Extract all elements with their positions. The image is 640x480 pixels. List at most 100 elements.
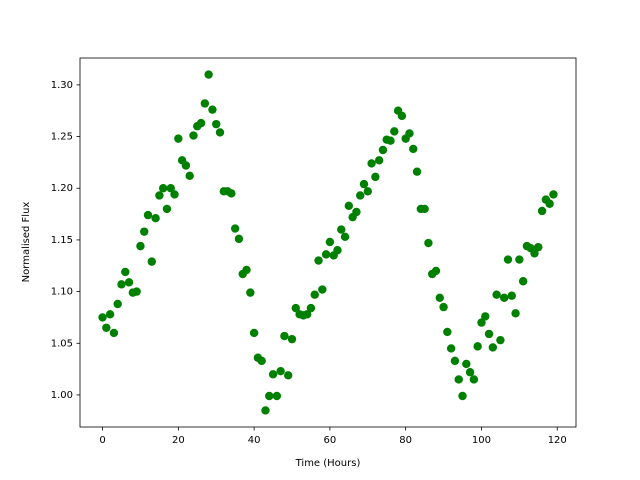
point [136, 241, 145, 251]
x-tick-label: 80 [399, 435, 412, 446]
point [333, 246, 342, 255]
point [261, 406, 270, 415]
point [200, 99, 210, 108]
point [518, 277, 528, 286]
point [105, 310, 115, 319]
point [397, 111, 407, 121]
point [117, 280, 126, 289]
point [390, 127, 399, 136]
point [185, 171, 194, 181]
x-tick-label: 20 [172, 435, 185, 446]
point [242, 265, 251, 275]
point [496, 335, 505, 345]
point [318, 285, 327, 294]
point [412, 167, 422, 176]
point [98, 313, 107, 322]
y-tick-label: 1.30 [51, 80, 73, 91]
point [431, 266, 441, 276]
point [344, 201, 354, 211]
point [276, 366, 285, 376]
point [371, 172, 380, 182]
x-tick-label: 100 [472, 435, 491, 446]
point [488, 343, 498, 352]
point [458, 391, 467, 401]
point [280, 331, 289, 341]
point [170, 190, 179, 199]
point [424, 238, 433, 248]
point [147, 257, 157, 266]
point [230, 224, 240, 233]
point [196, 118, 206, 128]
point [166, 184, 175, 193]
point [204, 70, 213, 79]
point [162, 204, 172, 214]
point [363, 187, 372, 196]
point [151, 214, 160, 223]
x-tick-label: 0 [99, 435, 105, 446]
point [325, 237, 335, 247]
point [405, 129, 414, 138]
point [481, 312, 490, 321]
point [132, 287, 141, 296]
x-tick-label: 40 [248, 435, 261, 446]
point [174, 134, 183, 143]
point [420, 204, 429, 214]
x-axis-label: Time (Hours) [295, 458, 361, 469]
point [227, 189, 236, 198]
point [143, 210, 153, 220]
point [257, 356, 266, 366]
point [473, 342, 482, 351]
point [249, 328, 259, 338]
point [140, 227, 149, 236]
point [121, 267, 130, 277]
point [549, 190, 558, 199]
point [511, 309, 520, 318]
point [265, 391, 274, 401]
y-tick-label: 1.10 [51, 287, 73, 298]
point [310, 290, 319, 299]
point [503, 255, 513, 264]
y-tick-label: 1.20 [51, 183, 73, 194]
point [378, 145, 388, 155]
point [158, 184, 168, 193]
point [537, 206, 547, 216]
y-tick-label: 1.15 [51, 235, 73, 246]
point [492, 290, 501, 299]
point [409, 144, 418, 154]
point [321, 250, 331, 259]
point [359, 179, 369, 189]
point [291, 303, 300, 313]
point [340, 232, 350, 242]
point [515, 255, 524, 264]
point [181, 161, 191, 170]
point [284, 371, 293, 380]
point [439, 302, 448, 312]
point [446, 344, 456, 353]
point [113, 299, 122, 309]
y-axis-label: Normalised Flux [21, 202, 32, 283]
point [352, 207, 361, 217]
point [268, 370, 278, 379]
y-tick-label: 1.05 [51, 338, 73, 349]
point [367, 159, 376, 168]
point [212, 119, 221, 129]
point [465, 368, 475, 377]
point [272, 391, 282, 401]
point [189, 131, 198, 140]
point [484, 329, 494, 339]
point [246, 288, 255, 297]
point [109, 328, 119, 338]
point [477, 318, 486, 327]
point [435, 293, 444, 302]
point [215, 128, 225, 137]
point [306, 303, 316, 313]
point [374, 156, 384, 165]
point [208, 105, 217, 114]
y-tick-label: 1.00 [51, 390, 73, 401]
point [450, 356, 460, 366]
point [443, 327, 452, 337]
point [462, 359, 471, 369]
point [356, 191, 365, 200]
